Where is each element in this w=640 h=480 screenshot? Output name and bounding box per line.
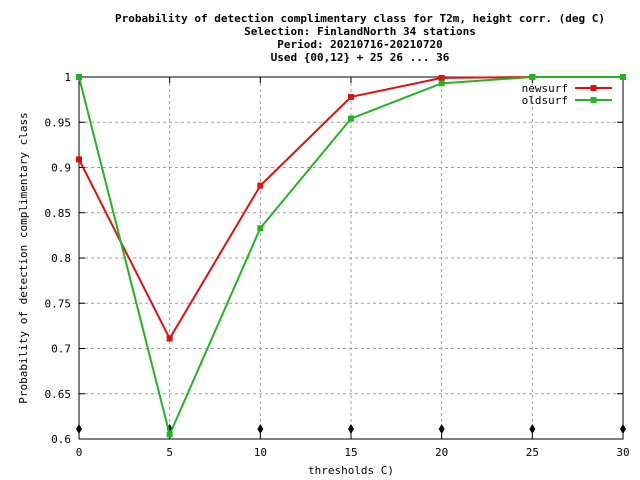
x-tick-marker <box>620 424 626 434</box>
y-tick-label: 1 <box>64 71 71 84</box>
series <box>76 74 626 438</box>
legend-label-newsurf: newsurf <box>522 82 568 95</box>
series-line-oldsurf <box>78 76 623 438</box>
chart-title-line: Used {00,12} + 25 26 ... 36 <box>271 51 450 64</box>
data-point-oldsurf <box>529 74 536 80</box>
chart-title-line: Probability of detection complimentary c… <box>115 12 605 25</box>
y-tick-label: 0.75 <box>45 297 72 310</box>
x-tick-label: 15 <box>344 446 357 459</box>
y-tick-label: 0.95 <box>45 116 72 129</box>
x-tick-marker <box>438 424 445 434</box>
x-tick-label: 0 <box>76 446 83 459</box>
data-point-newsurf <box>76 156 82 163</box>
x-tick-label: 30 <box>616 446 629 459</box>
x-tick-marker <box>257 424 264 434</box>
x-tick-marker <box>348 424 354 434</box>
chart-title-line: Selection: FinlandNorth 34 stations <box>244 25 476 38</box>
x-tick-label: 5 <box>166 446 173 459</box>
legend-label-oldsurf: oldsurf <box>522 94 568 107</box>
y-tick-label: 0.7 <box>51 343 71 356</box>
y-tick-label: 0.6 <box>51 433 71 446</box>
y-tick-label: 0.85 <box>45 207 72 220</box>
x-tick-marker <box>76 424 82 434</box>
data-point-newsurf <box>438 74 445 81</box>
grid <box>79 77 623 439</box>
y-axis-label: Probability of detection complimentary c… <box>17 112 30 403</box>
data-point-newsurf <box>166 335 173 342</box>
legend-marker-oldsurf <box>590 97 597 103</box>
x-axis-label: thresholds C) <box>308 464 394 477</box>
data-point-oldsurf <box>76 74 82 80</box>
y-tick-label: 0.9 <box>51 162 71 175</box>
data-point-newsurf <box>257 182 264 189</box>
x-tick-label: 10 <box>254 446 267 459</box>
x-tick-label: 25 <box>526 446 539 459</box>
y-tick-label: 0.8 <box>51 252 71 265</box>
chart-title-line: Period: 20210716-20210720 <box>277 38 443 51</box>
data-point-oldsurf <box>438 80 445 87</box>
data-point-oldsurf <box>620 74 626 80</box>
data-point-oldsurf <box>257 225 264 232</box>
data-point-oldsurf <box>166 431 173 438</box>
legend-marker-newsurf <box>590 85 597 91</box>
chart-title: Probability of detection complimentary c… <box>115 12 605 64</box>
x-tick-marker <box>529 424 536 434</box>
y-tick-label: 0.65 <box>45 388 72 401</box>
data-point-newsurf <box>348 93 354 100</box>
x-tick-label: 20 <box>435 446 448 459</box>
data-point-oldsurf <box>348 115 354 122</box>
